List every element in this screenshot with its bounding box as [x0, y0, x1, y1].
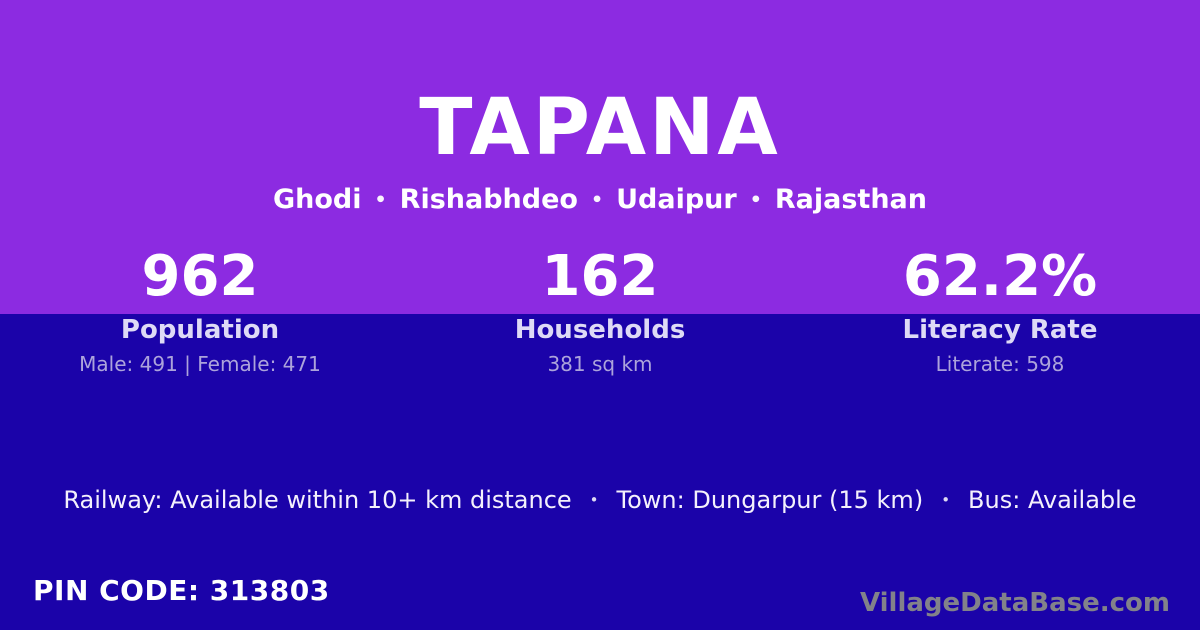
website-watermark: VillageDataBase.com: [859, 588, 1170, 618]
literacy-value: 62.2%: [902, 244, 1098, 309]
dot-separator: •: [590, 189, 604, 211]
literacy-label: Literacy Rate: [902, 315, 1098, 345]
stat-households: 162 Households 381 sq km: [400, 244, 800, 377]
town-info: Town: Dungarpur (15 km): [616, 486, 924, 514]
dot-separator: •: [374, 189, 387, 211]
location-part-district: Udaipur: [616, 184, 737, 215]
location-part-tehsil: Rishabhdeo: [399, 184, 578, 215]
households-value: 162: [541, 244, 659, 309]
dot-separator: •: [589, 491, 599, 509]
bus-info: Bus: Available: [968, 486, 1137, 514]
households-detail: 381 sq km: [547, 352, 653, 376]
dot-separator: •: [941, 491, 951, 509]
location-part-state: Rajasthan: [774, 184, 927, 215]
population-value: 962: [141, 244, 259, 309]
dot-separator: •: [749, 189, 762, 211]
transport-info-line: Railway: Available within 10+ km distanc…: [0, 485, 1200, 515]
population-detail: Male: 491 | Female: 471: [79, 352, 321, 376]
location-part-panchayat: Ghodi: [272, 184, 362, 215]
stat-literacy: 62.2% Literacy Rate Literate: 598: [800, 244, 1200, 377]
households-label: Households: [514, 315, 686, 345]
stat-population: 962 Population Male: 491 | Female: 471: [0, 244, 400, 377]
railway-info: Railway: Available within 10+ km distanc…: [63, 486, 572, 514]
location-breadcrumb: Ghodi • Rishabhdeo • Udaipur • Rajasthan: [0, 183, 1200, 217]
village-name-title: TAPANA: [419, 83, 781, 173]
pin-code-text: PIN CODE: 313803: [33, 574, 330, 607]
literacy-detail: Literate: 598: [935, 352, 1065, 376]
stats-row: 962 Population Male: 491 | Female: 471 1…: [0, 244, 1200, 377]
population-label: Population: [120, 315, 280, 345]
